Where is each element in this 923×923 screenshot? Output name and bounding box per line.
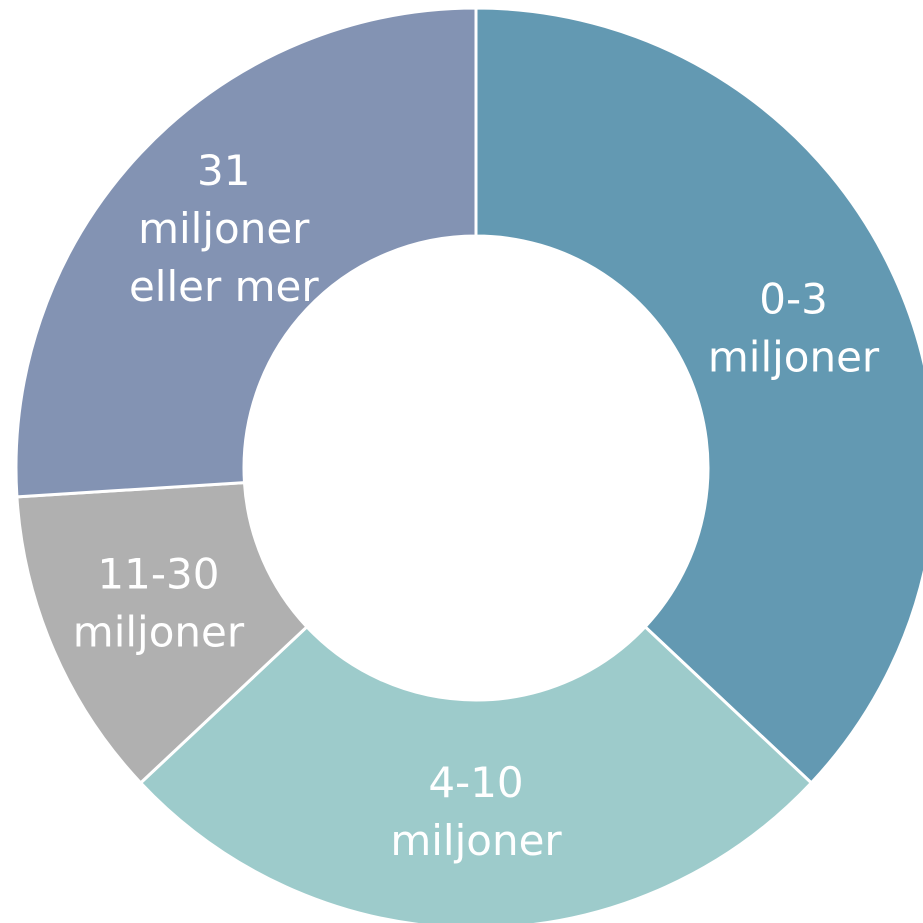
label-line: 0-3 [759,274,828,323]
label-line: 4-10 [428,758,523,807]
donut-slice [474,6,923,786]
label-line: 31 [197,146,250,195]
label-line: miljoner [138,204,310,253]
donut-slice [15,480,309,786]
donut-slice [138,624,814,923]
label-line: miljoner [390,816,562,865]
label-line: eller mer [129,262,319,311]
label-line: 11-30 [97,549,219,598]
slice-label: 0-3 miljoner [708,274,880,381]
slice-label: 4-10 miljoner [390,758,562,865]
donut-slice [14,6,478,499]
label-line: miljoner [73,607,245,656]
slice-label: 11-30 miljoner [73,549,245,656]
label-line: miljoner [708,332,880,381]
slice-label: 31 miljoner eller mer [129,146,319,311]
